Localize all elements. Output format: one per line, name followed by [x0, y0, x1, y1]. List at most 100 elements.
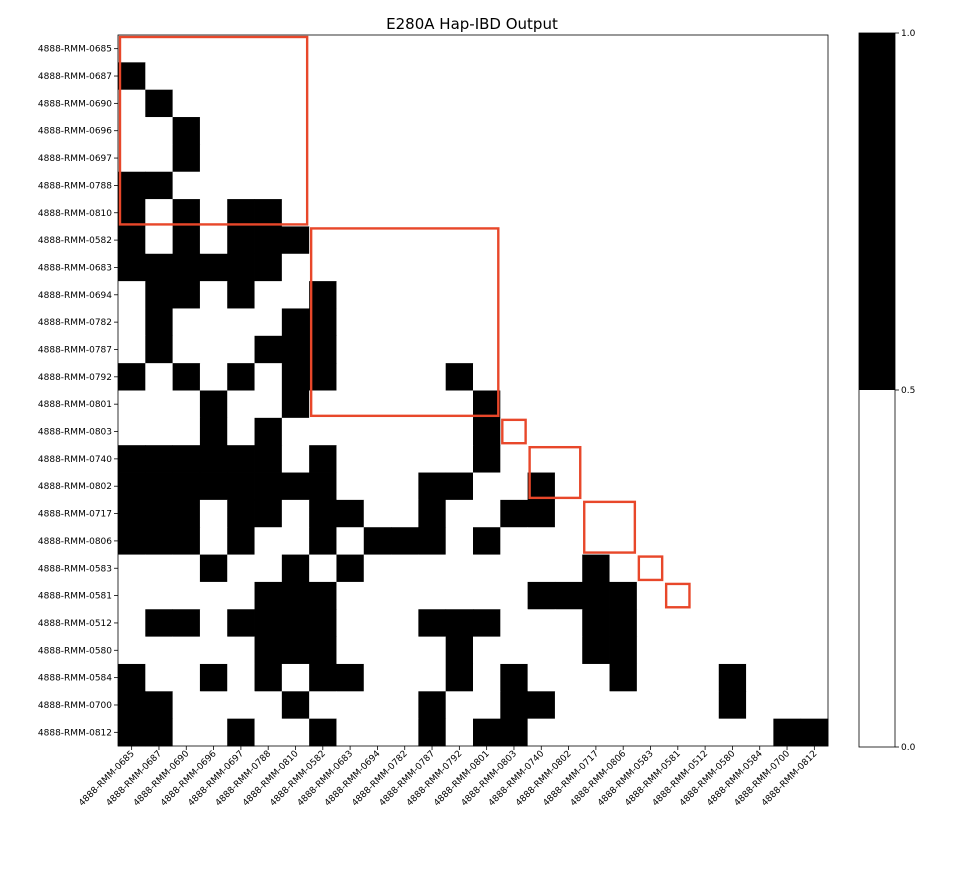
- heatmap-cell: [199, 554, 228, 583]
- heatmap-cell: [609, 171, 638, 200]
- heatmap-cell: [773, 171, 802, 200]
- heatmap-cell: [527, 335, 556, 364]
- heatmap-cell: [309, 499, 337, 528]
- heatmap-cell: [309, 636, 337, 665]
- heatmap-cell: [363, 390, 392, 419]
- y-tick-label: 4888-RMM-0580: [38, 646, 112, 656]
- heatmap-cell: [118, 609, 146, 638]
- heatmap-cell: [473, 171, 501, 200]
- y-tick-label: 4888-RMM-0512: [38, 619, 112, 629]
- heatmap-cell: [418, 335, 447, 364]
- heatmap-cell: [609, 663, 638, 692]
- heatmap-cell: [636, 609, 665, 638]
- heatmap-cell: [554, 281, 583, 309]
- heatmap-cell: [445, 281, 474, 309]
- heatmap-cell: [609, 609, 638, 638]
- heatmap-cell: [118, 62, 146, 91]
- heatmap-cell: [746, 199, 774, 227]
- heatmap-cell: [445, 581, 474, 610]
- heatmap-cell: [800, 308, 829, 337]
- heatmap-cell: [336, 472, 365, 501]
- heatmap-cell: [145, 35, 174, 63]
- heatmap-cell: [691, 691, 720, 720]
- heatmap-cell: [718, 253, 747, 282]
- heatmap-cell: [145, 281, 174, 309]
- heatmap-cell: [227, 226, 255, 255]
- chart-title: E280A Hap-IBD Output: [386, 15, 558, 33]
- heatmap-cell: [800, 363, 829, 391]
- heatmap-cell: [254, 89, 283, 118]
- heatmap-cell: [391, 226, 419, 255]
- heatmap-cell: [227, 308, 255, 337]
- heatmap-cell: [800, 199, 829, 227]
- heatmap-cell: [254, 117, 283, 145]
- plot-frame: [117, 34, 829, 747]
- heatmap-cell: [800, 609, 829, 638]
- heatmap-cell: [500, 609, 529, 638]
- heatmap-cell: [664, 390, 692, 419]
- heatmap-cell: [527, 636, 556, 665]
- heatmap-cell: [363, 499, 392, 528]
- heatmap-cell: [145, 445, 174, 473]
- heatmap-cell: [473, 199, 501, 227]
- heatmap-cell: [691, 62, 720, 91]
- heatmap-cell: [664, 253, 692, 282]
- heatmap-cell: [199, 308, 228, 337]
- heatmap-cell: [582, 117, 610, 145]
- heatmap-cell: [254, 253, 283, 282]
- heatmap-cell: [500, 253, 529, 282]
- heatmap-cell: [691, 390, 720, 419]
- heatmap-cell: [582, 417, 610, 446]
- heatmap-cell: [500, 144, 529, 173]
- heatmap-cell: [391, 171, 419, 200]
- heatmap-cell: [363, 308, 392, 337]
- heatmap-cell: [746, 609, 774, 638]
- heatmap-cell: [773, 554, 802, 583]
- heatmap-cell: [391, 417, 419, 446]
- heatmap-cell: [500, 35, 529, 63]
- heatmap-cell: [145, 89, 174, 118]
- heatmap-cell: [554, 226, 583, 255]
- heatmap-cell: [664, 308, 692, 337]
- heatmap-cell: [527, 609, 556, 638]
- heatmap-cell: [199, 663, 228, 692]
- heatmap-cell: [391, 199, 419, 227]
- heatmap-cell: [118, 445, 146, 473]
- heatmap-cell: [609, 718, 638, 747]
- heatmap-cell: [527, 308, 556, 337]
- heatmap-cell: [118, 308, 146, 337]
- heatmap-cell: [527, 62, 556, 91]
- heatmap-cell: [118, 199, 146, 227]
- heatmap-cell: [254, 718, 283, 747]
- heatmap-cell: [281, 253, 310, 282]
- heatmap-cell: [199, 62, 228, 91]
- heatmap-cell: [391, 609, 419, 638]
- heatmap-cell: [473, 472, 501, 501]
- heatmap-cell: [473, 581, 501, 610]
- heatmap-cell: [445, 335, 474, 364]
- heatmap-cell: [281, 62, 310, 91]
- heatmap-cell: [636, 226, 665, 255]
- heatmap-cell: [800, 226, 829, 255]
- heatmap-cell: [473, 226, 501, 255]
- heatmap-cell: [773, 253, 802, 282]
- heatmap-cell: [418, 499, 447, 528]
- heatmap-cell: [145, 62, 174, 91]
- heatmap-cell: [309, 226, 337, 255]
- heatmap-cell: [391, 35, 419, 63]
- heatmap-cell: [199, 117, 228, 145]
- heatmap-cell: [336, 253, 365, 282]
- heatmap-cell: [199, 445, 228, 473]
- heatmap-cell: [145, 308, 174, 337]
- heatmap-cell: [118, 581, 146, 610]
- y-tick-label: 4888-RMM-0717: [38, 510, 112, 520]
- heatmap-cell: [172, 636, 201, 665]
- heatmap-cell: [746, 226, 774, 255]
- y-tick-label: 4888-RMM-0583: [38, 564, 112, 574]
- heatmap-cell: [445, 363, 474, 391]
- heatmap-cell: [363, 171, 392, 200]
- heatmap-cell: [554, 445, 583, 473]
- heatmap-cell: [363, 554, 392, 583]
- y-tick-label: 4888-RMM-0806: [38, 537, 112, 547]
- heatmap-cell: [527, 472, 556, 501]
